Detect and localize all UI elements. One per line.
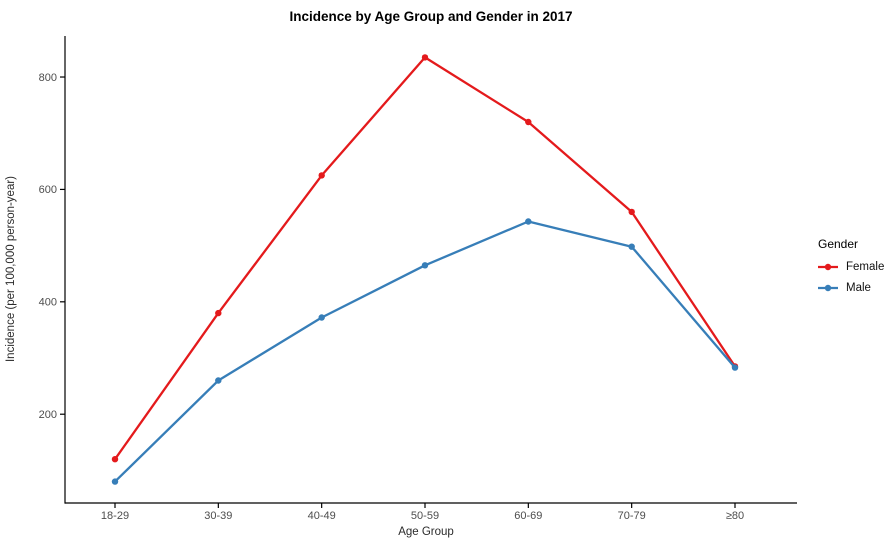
legend-entry-label: Female	[846, 261, 885, 273]
data-point-female-4	[525, 118, 532, 126]
x-tick-label: 18-29	[101, 510, 129, 522]
legend-key-icon	[818, 284, 838, 292]
data-point-female-3	[421, 54, 429, 61]
legend-title: Gender	[818, 237, 859, 251]
data-point-female-5	[628, 208, 635, 216]
plot-area: 200 400 600 800 18-29 30-39 40-49 50-59 60-69 70-…	[39, 36, 797, 522]
data-point-female-2	[318, 172, 325, 179]
y-tick-label: 600	[39, 184, 57, 196]
legend-entry-label: Male	[846, 282, 871, 294]
legend-key-dot	[824, 284, 832, 292]
data-point-male-5	[628, 243, 635, 250]
x-tick-label: 30-39	[204, 510, 232, 522]
data-point-male-4	[525, 218, 532, 225]
x-tick-label: 60-69	[514, 510, 542, 522]
x-tick-label: 50-59	[411, 510, 439, 522]
y-tick-label: 800	[39, 72, 57, 84]
data-point-male-3	[421, 262, 429, 269]
legend-entry-female: Female	[818, 261, 884, 273]
data-point-male-1	[215, 377, 222, 384]
data-point-female-0	[111, 456, 119, 463]
data-point-male-6	[731, 364, 739, 371]
x-tick-label: ≥80	[726, 510, 744, 522]
y-axis-title: Incidence (per 100,000 person-year)	[5, 176, 17, 362]
series-line-male	[113, 220, 737, 483]
legend: Gender Female Male	[818, 237, 884, 303]
legend-entry-male: Male	[818, 282, 884, 294]
x-tick-label: 70-79	[618, 510, 646, 522]
x-tick-label: 40-49	[308, 510, 336, 522]
y-tick-label: 200	[39, 409, 57, 421]
legend-key-icon	[818, 263, 838, 271]
legend-items: Female Male	[818, 261, 884, 294]
x-axis-title: Age Group	[398, 526, 454, 538]
chart-title: Incidence by Age Group and Gender in 201…	[289, 9, 572, 24]
data-point-male-2	[318, 314, 325, 321]
legend-key-dot	[824, 263, 832, 271]
data-point-male-0	[111, 478, 119, 485]
data-point-female-1	[215, 309, 222, 317]
y-tick-label: 400	[39, 297, 57, 309]
